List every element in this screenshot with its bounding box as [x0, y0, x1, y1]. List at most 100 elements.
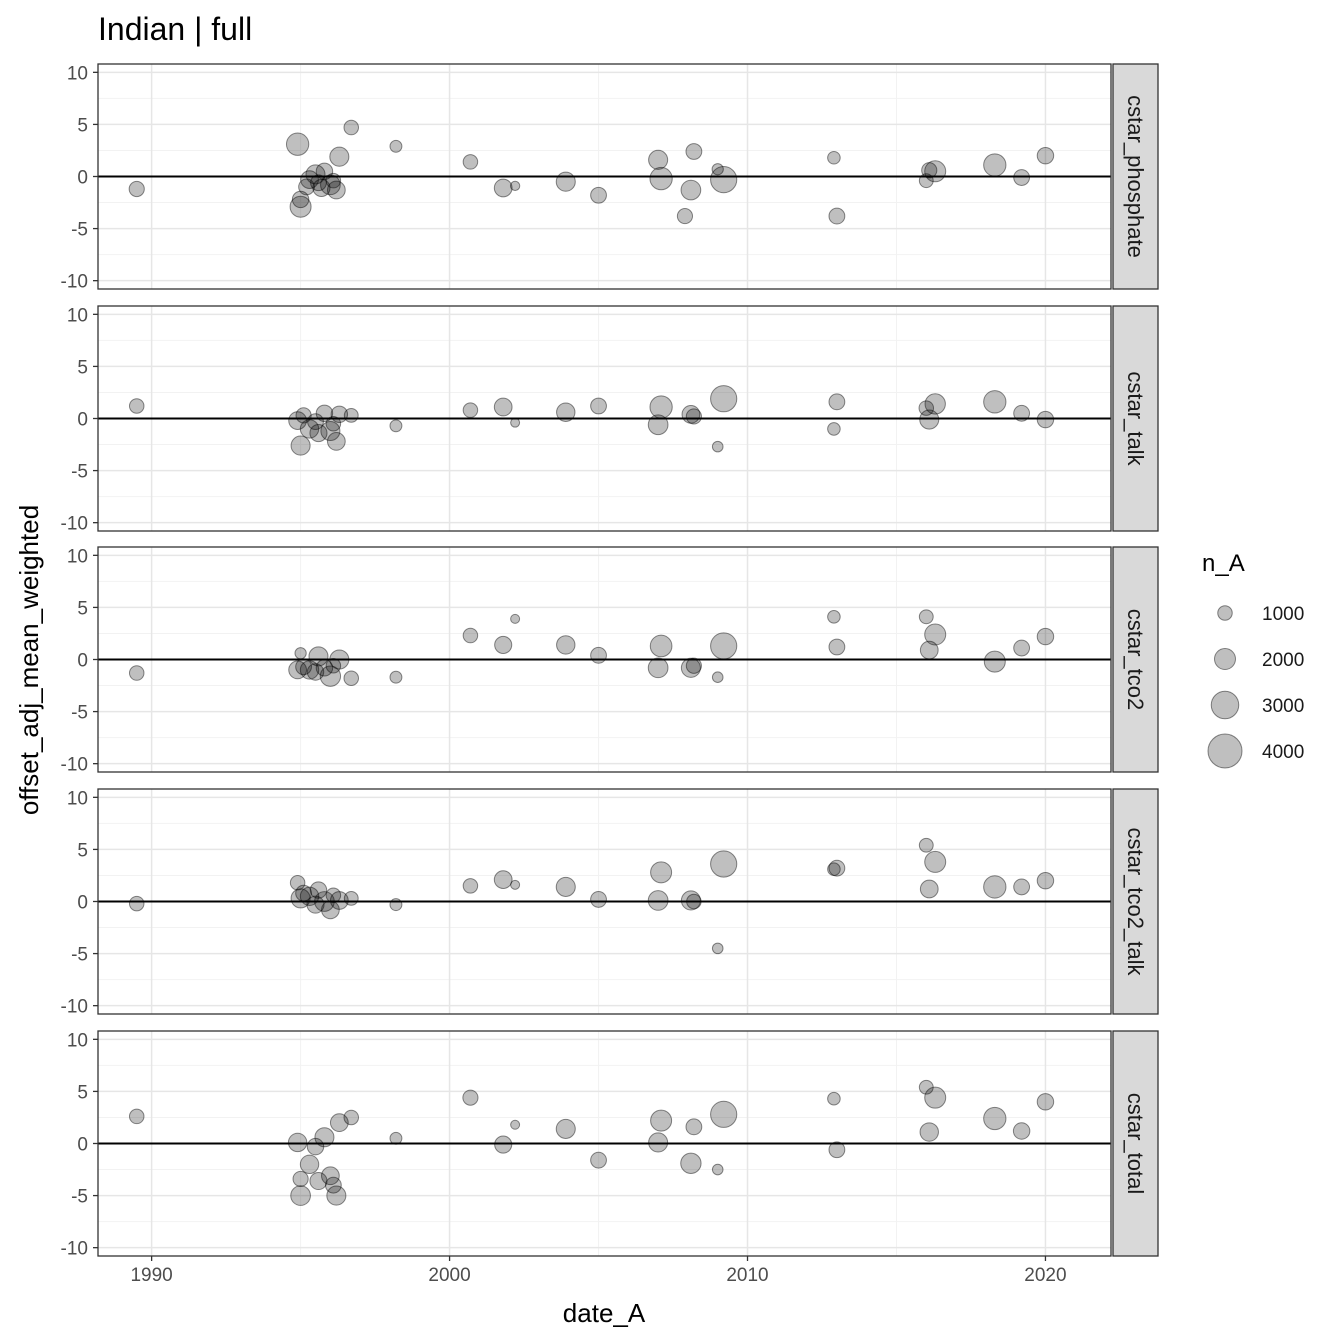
data-point: [590, 397, 607, 415]
data-point: [343, 670, 359, 686]
y-tick-label: 10: [67, 305, 88, 326]
plot-title: Indian | full: [98, 11, 252, 47]
data-point: [983, 875, 1007, 899]
data-point: [343, 1109, 359, 1126]
data-point: [1013, 404, 1031, 422]
data-point: [288, 411, 307, 430]
data-point: [510, 879, 521, 890]
data-point: [329, 649, 350, 670]
data-point: [493, 870, 513, 889]
data-point: [828, 393, 846, 411]
data-point: [343, 890, 359, 906]
data-point: [300, 170, 319, 189]
data-point: [306, 663, 325, 681]
legend-key-label: 4000: [1262, 742, 1304, 763]
y-tick-label: -5: [71, 703, 88, 724]
y-tick-label: 5: [77, 840, 88, 861]
legend-key-circle: [1217, 605, 1233, 621]
data-point: [312, 178, 331, 198]
data-point: [918, 609, 934, 625]
y-tick-label: -10: [61, 514, 88, 535]
data-point: [590, 1151, 607, 1169]
data-point: [493, 397, 513, 417]
data-point: [299, 660, 320, 680]
data-point: [128, 1108, 145, 1125]
data-point: [326, 180, 346, 200]
data-point: [983, 650, 1006, 673]
data-point: [462, 627, 479, 644]
data-point: [291, 190, 310, 209]
panel-cstar_tco2_talk: 10 5 0 -5 -10 cstar_tco2_talk: [61, 788, 1159, 1018]
data-point: [1013, 639, 1031, 657]
data-point: [329, 891, 349, 910]
data-point: [320, 174, 341, 196]
data-point: [711, 671, 724, 684]
data-point: [685, 657, 702, 674]
data-point: [681, 404, 701, 424]
data-point: [289, 875, 306, 891]
data-point: [556, 402, 576, 422]
y-tick-label: 10: [67, 63, 88, 84]
data-point: [1036, 1093, 1055, 1111]
data-point: [650, 861, 673, 884]
data-point: [290, 888, 311, 909]
y-tick-label: -5: [71, 220, 88, 241]
data-point: [686, 893, 702, 910]
data-point: [1013, 878, 1031, 896]
data-point: [924, 160, 947, 183]
data-point: [329, 146, 350, 167]
data-point: [315, 404, 334, 423]
data-point: [827, 1091, 841, 1106]
legend-key-label: 1000: [1262, 604, 1304, 625]
data-point: [295, 884, 312, 902]
data-point: [493, 178, 513, 198]
facet-strip: [1112, 788, 1159, 1015]
data-point: [299, 419, 320, 439]
facet-strip-label: cstar_tco2_talk: [1123, 828, 1148, 977]
y-tick-label: -10: [61, 997, 88, 1018]
data-point: [329, 1113, 349, 1133]
data-point: [827, 422, 841, 436]
data-point: [647, 890, 669, 911]
data-point: [298, 178, 315, 196]
data-point: [647, 657, 669, 679]
data-point: [680, 1152, 702, 1174]
data-point: [555, 1118, 576, 1139]
data-point: [326, 1185, 347, 1206]
y-tick-label: -5: [71, 462, 88, 483]
data-point: [299, 1154, 320, 1175]
data-point: [290, 1185, 311, 1206]
data-point: [680, 179, 702, 201]
y-tick-label: -10: [61, 272, 88, 293]
data-point: [555, 171, 576, 192]
data-point: [320, 420, 341, 442]
data-point: [918, 400, 935, 416]
y-axis-title: offset_adj_mean_weighted: [14, 505, 44, 815]
data-point: [314, 1127, 335, 1148]
data-point: [676, 208, 694, 225]
facet-strip: [1112, 1030, 1159, 1257]
data-point: [294, 647, 307, 660]
data-point: [650, 1109, 673, 1132]
data-point: [292, 1170, 309, 1187]
data-point: [921, 162, 938, 179]
data-point: [590, 891, 607, 908]
panel-cstar_total: 10 5 0 -5 -10 cstar_total 1990 2000 2010 2020: [61, 1030, 1159, 1286]
data-point: [1013, 169, 1031, 186]
y-tick-label: -10: [61, 755, 88, 776]
y-tick-label: 0: [77, 168, 88, 189]
data-point: [685, 1118, 703, 1136]
y-tick-label: 5: [77, 357, 88, 378]
facet-strip-label: cstar_phosphate: [1123, 95, 1148, 258]
data-point: [924, 393, 946, 415]
data-point: [128, 398, 145, 414]
data-point: [389, 1131, 403, 1145]
data-point: [289, 195, 312, 218]
data-point: [983, 1106, 1007, 1131]
data-point: [918, 837, 934, 853]
facet-strip-label: cstar_tco2: [1123, 609, 1148, 711]
data-point: [918, 173, 934, 189]
data-point: [590, 646, 607, 664]
data-point: [389, 670, 403, 684]
data-point: [128, 665, 145, 681]
